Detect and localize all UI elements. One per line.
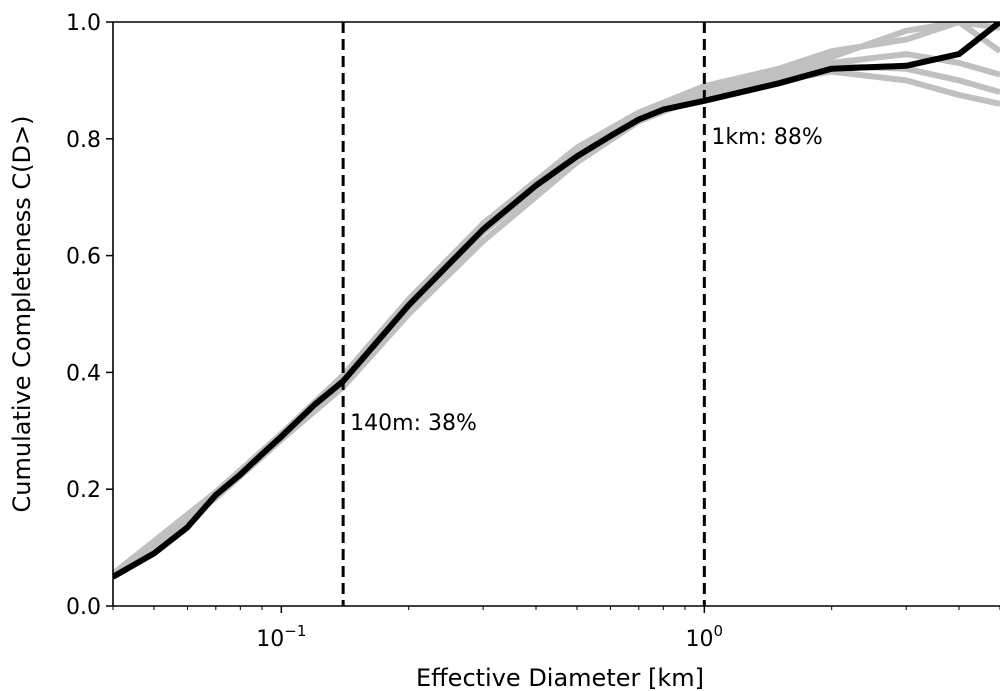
ensemble-line-5 xyxy=(113,62,1000,580)
completeness-line xyxy=(113,22,1000,580)
y-tick-label: 1.0 xyxy=(66,11,101,36)
y-tick-label: 0.8 xyxy=(66,128,101,153)
x-tick-label: 100 xyxy=(686,622,724,652)
ensemble-lines xyxy=(113,22,1000,580)
axes-frame xyxy=(112,21,1000,607)
main-series xyxy=(113,22,1000,580)
x-tick-label: 10−1 xyxy=(256,622,306,652)
x-axis-label: Effective Diameter [km] xyxy=(416,664,704,691)
ensemble-line-3 xyxy=(113,68,1000,580)
reference-label-1: 140m: 38% xyxy=(350,411,477,436)
y-tick-label: 0.6 xyxy=(66,245,101,270)
reference-lines: 140m: 38% 1km: 88% xyxy=(341,22,823,606)
y-tick-label: 0.2 xyxy=(66,478,101,503)
axis-ticks: 0.0 0.2 0.4 0.6 0.8 1.0 10−1 100 xyxy=(66,11,1000,652)
reference-label-2: 1km: 88% xyxy=(711,125,822,150)
y-axis-label: Cumulative Completeness C(D>) xyxy=(8,116,36,513)
ensemble-line-2 xyxy=(113,22,1000,577)
y-tick-label: 0.4 xyxy=(66,361,101,386)
ensemble-line-1 xyxy=(113,51,1000,580)
ensemble-line-4 xyxy=(113,22,1000,580)
y-tick-label: 0.0 xyxy=(66,595,101,620)
